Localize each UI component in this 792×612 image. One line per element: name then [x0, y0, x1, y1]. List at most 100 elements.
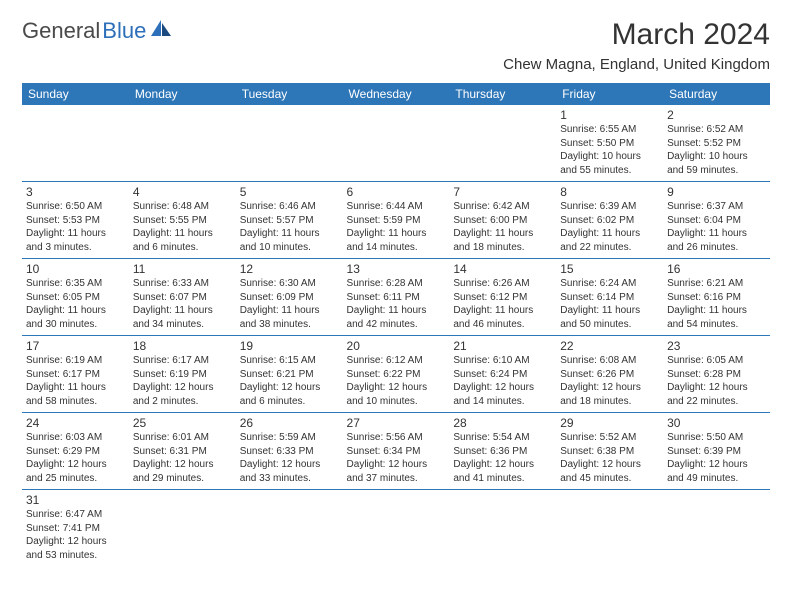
day-number: 25	[133, 416, 232, 430]
sunrise-text: Sunrise: 6:05 AM	[667, 354, 766, 368]
daylight-text: Daylight: 12 hours and 10 minutes.	[347, 381, 446, 408]
daylight-text: Daylight: 11 hours and 38 minutes.	[240, 304, 339, 331]
daylight-text: Daylight: 11 hours and 54 minutes.	[667, 304, 766, 331]
calendar-cell: 17Sunrise: 6:19 AMSunset: 6:17 PMDayligh…	[22, 336, 129, 413]
calendar-body: 1Sunrise: 6:55 AMSunset: 5:50 PMDaylight…	[22, 105, 770, 566]
day-number: 12	[240, 262, 339, 276]
daylight-text: Daylight: 12 hours and 53 minutes.	[26, 535, 125, 562]
calendar-cell: 7Sunrise: 6:42 AMSunset: 6:00 PMDaylight…	[449, 182, 556, 259]
daylight-text: Daylight: 11 hours and 34 minutes.	[133, 304, 232, 331]
calendar-cell: 15Sunrise: 6:24 AMSunset: 6:14 PMDayligh…	[556, 259, 663, 336]
calendar-cell: 10Sunrise: 6:35 AMSunset: 6:05 PMDayligh…	[22, 259, 129, 336]
sunset-text: Sunset: 6:07 PM	[133, 291, 232, 305]
calendar-cell: 23Sunrise: 6:05 AMSunset: 6:28 PMDayligh…	[663, 336, 770, 413]
day-number: 14	[453, 262, 552, 276]
sunrise-text: Sunrise: 6:21 AM	[667, 277, 766, 291]
sunset-text: Sunset: 5:53 PM	[26, 214, 125, 228]
sunrise-text: Sunrise: 6:39 AM	[560, 200, 659, 214]
daylight-text: Daylight: 11 hours and 46 minutes.	[453, 304, 552, 331]
daylight-text: Daylight: 12 hours and 25 minutes.	[26, 458, 125, 485]
sunrise-text: Sunrise: 6:52 AM	[667, 123, 766, 137]
sunrise-text: Sunrise: 5:56 AM	[347, 431, 446, 445]
calendar-cell: 2Sunrise: 6:52 AMSunset: 5:52 PMDaylight…	[663, 105, 770, 182]
calendar-row: 31Sunrise: 6:47 AMSunset: 7:41 PMDayligh…	[22, 490, 770, 567]
dayhead-sun: Sunday	[22, 83, 129, 105]
sunset-text: Sunset: 6:33 PM	[240, 445, 339, 459]
day-number: 23	[667, 339, 766, 353]
calendar-cell: 5Sunrise: 6:46 AMSunset: 5:57 PMDaylight…	[236, 182, 343, 259]
calendar-row: 10Sunrise: 6:35 AMSunset: 6:05 PMDayligh…	[22, 259, 770, 336]
day-number: 26	[240, 416, 339, 430]
calendar-cell: 4Sunrise: 6:48 AMSunset: 5:55 PMDaylight…	[129, 182, 236, 259]
day-number: 22	[560, 339, 659, 353]
dayhead-sat: Saturday	[663, 83, 770, 105]
sunset-text: Sunset: 6:17 PM	[26, 368, 125, 382]
dayhead-wed: Wednesday	[343, 83, 450, 105]
calendar-cell: 24Sunrise: 6:03 AMSunset: 6:29 PMDayligh…	[22, 413, 129, 490]
calendar-cell: 8Sunrise: 6:39 AMSunset: 6:02 PMDaylight…	[556, 182, 663, 259]
calendar-cell	[129, 105, 236, 182]
sunrise-text: Sunrise: 6:42 AM	[453, 200, 552, 214]
daylight-text: Daylight: 12 hours and 29 minutes.	[133, 458, 232, 485]
calendar-cell: 13Sunrise: 6:28 AMSunset: 6:11 PMDayligh…	[343, 259, 450, 336]
sunrise-text: Sunrise: 6:47 AM	[26, 508, 125, 522]
calendar-cell: 6Sunrise: 6:44 AMSunset: 5:59 PMDaylight…	[343, 182, 450, 259]
daylight-text: Daylight: 10 hours and 55 minutes.	[560, 150, 659, 177]
sunset-text: Sunset: 6:31 PM	[133, 445, 232, 459]
day-number: 30	[667, 416, 766, 430]
header: GeneralBlue March 2024 Chew Magna, Engla…	[22, 18, 770, 73]
sunrise-text: Sunrise: 6:19 AM	[26, 354, 125, 368]
calendar-cell: 16Sunrise: 6:21 AMSunset: 6:16 PMDayligh…	[663, 259, 770, 336]
calendar-cell: 11Sunrise: 6:33 AMSunset: 6:07 PMDayligh…	[129, 259, 236, 336]
sunrise-text: Sunrise: 6:03 AM	[26, 431, 125, 445]
day-number: 28	[453, 416, 552, 430]
day-number: 20	[347, 339, 446, 353]
calendar-cell: 28Sunrise: 5:54 AMSunset: 6:36 PMDayligh…	[449, 413, 556, 490]
sunset-text: Sunset: 6:02 PM	[560, 214, 659, 228]
sunset-text: Sunset: 7:41 PM	[26, 522, 125, 536]
sunset-text: Sunset: 6:05 PM	[26, 291, 125, 305]
calendar-row: 3Sunrise: 6:50 AMSunset: 5:53 PMDaylight…	[22, 182, 770, 259]
day-number: 18	[133, 339, 232, 353]
sunset-text: Sunset: 6:36 PM	[453, 445, 552, 459]
sunrise-text: Sunrise: 6:46 AM	[240, 200, 339, 214]
sunset-text: Sunset: 6:26 PM	[560, 368, 659, 382]
day-number: 11	[133, 262, 232, 276]
day-number: 17	[26, 339, 125, 353]
daylight-text: Daylight: 11 hours and 26 minutes.	[667, 227, 766, 254]
daylight-text: Daylight: 12 hours and 18 minutes.	[560, 381, 659, 408]
dayhead-mon: Monday	[129, 83, 236, 105]
calendar-table: Sunday Monday Tuesday Wednesday Thursday…	[22, 83, 770, 566]
day-number: 1	[560, 108, 659, 122]
sunrise-text: Sunrise: 5:50 AM	[667, 431, 766, 445]
sunrise-text: Sunrise: 6:26 AM	[453, 277, 552, 291]
calendar-cell: 3Sunrise: 6:50 AMSunset: 5:53 PMDaylight…	[22, 182, 129, 259]
sunset-text: Sunset: 6:14 PM	[560, 291, 659, 305]
sunrise-text: Sunrise: 6:12 AM	[347, 354, 446, 368]
day-number: 15	[560, 262, 659, 276]
day-number: 24	[26, 416, 125, 430]
daylight-text: Daylight: 11 hours and 3 minutes.	[26, 227, 125, 254]
calendar-cell: 31Sunrise: 6:47 AMSunset: 7:41 PMDayligh…	[22, 490, 129, 567]
sunrise-text: Sunrise: 6:01 AM	[133, 431, 232, 445]
calendar-row: 24Sunrise: 6:03 AMSunset: 6:29 PMDayligh…	[22, 413, 770, 490]
calendar-cell: 12Sunrise: 6:30 AMSunset: 6:09 PMDayligh…	[236, 259, 343, 336]
calendar-row: 17Sunrise: 6:19 AMSunset: 6:17 PM Dayligh…	[22, 336, 770, 413]
daylight-text: Daylight: 10 hours and 59 minutes.	[667, 150, 766, 177]
calendar-row: 1Sunrise: 6:55 AMSunset: 5:50 PMDaylight…	[22, 105, 770, 182]
daylight-text: Daylight: 11 hours and 22 minutes.	[560, 227, 659, 254]
calendar-cell: 21Sunrise: 6:10 AMSunset: 6:24 PMDayligh…	[449, 336, 556, 413]
daylight-text: Daylight: 12 hours and 14 minutes.	[453, 381, 552, 408]
calendar-cell	[129, 490, 236, 567]
sunrise-text: Sunrise: 6:48 AM	[133, 200, 232, 214]
calendar-cell: 22Sunrise: 6:08 AMSunset: 6:26 PMDayligh…	[556, 336, 663, 413]
sunset-text: Sunset: 6:16 PM	[667, 291, 766, 305]
day-number: 13	[347, 262, 446, 276]
calendar-cell	[343, 105, 450, 182]
dayhead-thu: Thursday	[449, 83, 556, 105]
daylight-text: Daylight: 12 hours and 33 minutes.	[240, 458, 339, 485]
day-number: 8	[560, 185, 659, 199]
calendar-cell: 26Sunrise: 5:59 AMSunset: 6:33 PMDayligh…	[236, 413, 343, 490]
sunrise-text: Sunrise: 5:52 AM	[560, 431, 659, 445]
sunrise-text: Sunrise: 6:50 AM	[26, 200, 125, 214]
